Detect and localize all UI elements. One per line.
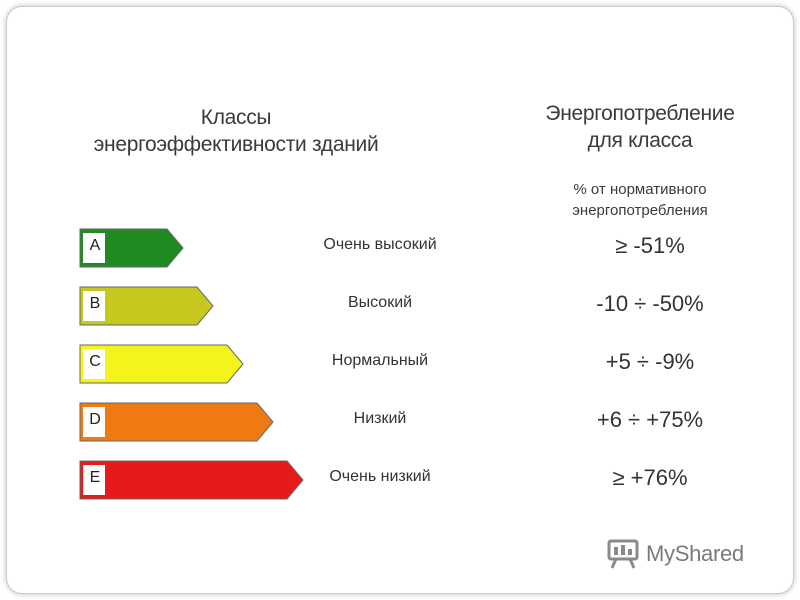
class-letter-box xyxy=(83,233,105,263)
class-value: ≥ -51% xyxy=(615,233,685,258)
class-label: Нормальный xyxy=(331,352,429,369)
class-label: Низкий xyxy=(353,410,407,427)
class-value: ≥ +76% xyxy=(612,465,688,490)
class-arrow-shape xyxy=(79,460,304,500)
class-letter: D xyxy=(89,411,101,428)
class-label: Высокий xyxy=(347,294,413,311)
class-letter-box xyxy=(83,349,105,379)
energy-class-row: B Высокий -10 ÷ -50% xyxy=(0,286,800,326)
class-letter: B xyxy=(89,295,101,312)
classes-heading-line-2: энергоэффективности зданий xyxy=(93,133,379,156)
class-arrow-shape xyxy=(79,344,244,384)
watermark-text: MyShared xyxy=(646,541,744,566)
class-arrow-shape xyxy=(79,286,214,326)
class-arrow-shape xyxy=(79,402,274,442)
presentation-board-icon xyxy=(607,539,639,569)
class-letter-box xyxy=(83,407,105,437)
class-letter-box xyxy=(83,291,105,321)
consumption-heading-line-2: для класса xyxy=(587,129,693,152)
class-label: Очень низкий xyxy=(329,468,431,485)
class-value: +6 ÷ +75% xyxy=(596,407,704,432)
class-letter: A xyxy=(89,237,101,254)
class-label: Очень высокий xyxy=(323,236,437,253)
class-arrow: C xyxy=(79,344,247,384)
watermark: MyShared xyxy=(606,536,744,572)
consumption-subheading: % от нормативного энергопотребления xyxy=(530,179,750,221)
consumption-subheading-line-2: энергопотребления xyxy=(572,202,708,219)
classes-heading: Классы энергоэффективности зданий xyxy=(66,104,406,158)
energy-class-row: E Очень низкий ≥ +76% xyxy=(0,460,800,500)
class-arrow-shape xyxy=(79,228,184,268)
class-arrow: B xyxy=(79,286,217,326)
energy-class-row: A Очень высокий ≥ -51% xyxy=(0,228,800,268)
consumption-heading-line-1: Энергопотребление xyxy=(545,102,735,125)
class-letter: C xyxy=(89,353,101,370)
class-arrow: A xyxy=(79,228,187,268)
consumption-subheading-line-1: % от нормативного xyxy=(573,181,707,198)
class-value: -10 ÷ -50% xyxy=(596,291,704,316)
energy-class-row: C Нормальный +5 ÷ -9% xyxy=(0,344,800,384)
consumption-heading: Энергопотребление для класса xyxy=(520,100,760,154)
energy-class-row: D Низкий +6 ÷ +75% xyxy=(0,402,800,442)
class-arrow: D xyxy=(79,402,277,442)
class-letter: E xyxy=(89,469,101,486)
class-value: +5 ÷ -9% xyxy=(605,349,695,374)
class-arrow: E xyxy=(79,460,307,500)
class-letter-box xyxy=(83,465,105,495)
classes-heading-line-1: Классы xyxy=(200,106,272,129)
